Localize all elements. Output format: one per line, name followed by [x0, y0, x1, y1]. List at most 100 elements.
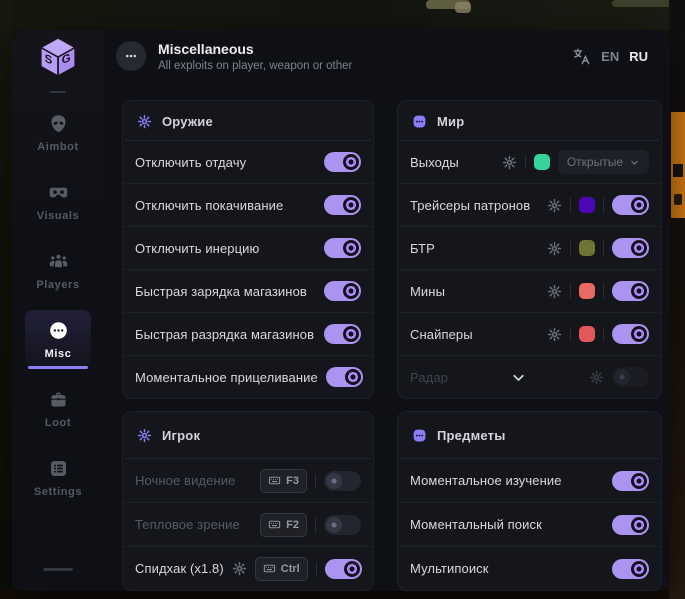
sidebar-item-settings[interactable]: Settings	[25, 448, 91, 507]
feature-row: Снайперы	[398, 312, 661, 355]
feature-row: Мины	[398, 269, 661, 312]
feature-row: Отключить отдачу	[123, 141, 373, 183]
control-divider	[603, 284, 604, 298]
svg-text:G: G	[62, 51, 71, 67]
gear-icon[interactable]	[589, 370, 604, 385]
section-card-weapon: Оружие Отключить отдачу Отключить покачива…	[122, 100, 374, 399]
toggle-switch[interactable]	[612, 470, 649, 491]
foliage-blob	[455, 2, 471, 13]
toggle-switch[interactable]	[324, 514, 361, 535]
color-swatch[interactable]	[579, 283, 595, 299]
feature-label: Спидхак (x1.8)	[135, 561, 224, 576]
gear-icon[interactable]	[547, 198, 562, 213]
hotkey-label: F2	[286, 518, 299, 531]
language-option-ru[interactable]: RU	[629, 48, 648, 64]
feature-row: Отключить инерцию	[123, 226, 373, 269]
toggle-knob	[631, 472, 647, 489]
toggle-switch[interactable]	[325, 367, 363, 387]
sidebar-item-label: Players	[36, 279, 80, 291]
feature-label: Моментальный поиск	[410, 517, 542, 532]
gear-icon[interactable]	[502, 155, 517, 170]
page-header: Miscellaneous All exploits on player, we…	[104, 30, 670, 76]
toggle-switch[interactable]	[612, 367, 649, 387]
feature-label: Быстрая разрядка магазинов	[135, 326, 315, 342]
feature-row: Радар	[398, 355, 661, 398]
toggle-switch[interactable]	[612, 558, 649, 579]
language-option-en[interactable]: EN	[601, 48, 620, 64]
game-background-bottom	[0, 590, 685, 599]
toggle-switch[interactable]	[324, 281, 361, 301]
control-divider	[570, 284, 571, 298]
toggle-switch[interactable]	[324, 324, 361, 344]
toggle-switch[interactable]	[612, 514, 649, 535]
control-divider	[603, 327, 604, 341]
feature-row: Ночное видение F3	[123, 459, 373, 502]
people-group-icon	[48, 251, 69, 272]
feature-label: Ночное видение	[135, 473, 236, 488]
row-controls	[324, 324, 361, 344]
sidebar-item-visuals[interactable]: Visuals	[25, 172, 91, 231]
section-title: Игрок	[162, 428, 201, 443]
hotkey-label: F3	[286, 474, 299, 487]
sidebar-item-label: Aimbot	[37, 141, 79, 153]
toggle-switch[interactable]	[612, 281, 649, 301]
toggle-knob	[343, 240, 359, 256]
row-controls	[324, 195, 361, 215]
chevron-down-icon[interactable]	[510, 369, 527, 386]
sidebar-item-label: Misc	[44, 348, 72, 360]
toggle-switch[interactable]	[612, 195, 649, 215]
feature-row: Быстрая разрядка магазинов	[123, 312, 373, 355]
keyboard-icon	[268, 518, 281, 531]
gear-icon[interactable]	[547, 241, 562, 256]
page-title: Miscellaneous	[158, 40, 254, 57]
toggle-knob	[326, 472, 342, 489]
row-middle	[456, 369, 581, 386]
gear-icon[interactable]	[232, 561, 247, 576]
toggle-switch[interactable]	[324, 470, 361, 491]
feature-label: Выходы	[410, 154, 459, 170]
row-controls	[612, 470, 649, 491]
sidebar-item-misc[interactable]: Misc	[25, 310, 91, 369]
toggle-switch[interactable]	[612, 324, 649, 344]
control-divider	[603, 241, 604, 255]
sidebar-item-aimbot[interactable]: Aimbot	[25, 103, 91, 162]
toggle-knob	[631, 560, 647, 577]
section-header-items: Предметы	[398, 412, 661, 459]
feature-label: Радар	[410, 369, 449, 385]
gear-icon[interactable]	[547, 327, 562, 342]
color-swatch[interactable]	[533, 154, 550, 170]
feature-label: Отключить отдачу	[135, 154, 247, 170]
toggle-switch[interactable]	[324, 152, 361, 172]
toggle-knob	[614, 369, 630, 385]
feature-row: Трейсеры патронов	[398, 183, 661, 226]
foliage-blob	[426, 0, 470, 9]
billboard-sign	[671, 112, 685, 218]
sidebar-item-label: Settings	[33, 486, 83, 498]
gear-icon[interactable]	[547, 284, 562, 299]
feature-row: Быстрая зарядка магазинов	[123, 269, 373, 312]
toggle-switch[interactable]	[324, 195, 361, 215]
language-switcher: EN RU	[572, 47, 648, 66]
hotkey-badge[interactable]: Ctrl	[254, 556, 308, 581]
toggle-knob	[631, 283, 647, 299]
feature-label: Тепловое зрение	[135, 517, 240, 532]
feature-row: Отключить покачивание	[123, 183, 373, 226]
foliage-blob	[612, 0, 685, 7]
toggle-switch[interactable]	[324, 558, 362, 579]
control-divider	[315, 561, 317, 576]
toggle-knob	[631, 197, 647, 213]
feature-row: Спидхак (x1.8) Ctrl	[123, 546, 373, 590]
toggle-switch[interactable]	[612, 238, 649, 258]
row-controls	[547, 324, 649, 344]
toggle-switch[interactable]	[324, 238, 361, 258]
hotkey-badge[interactable]: F3	[260, 468, 307, 493]
color-swatch[interactable]	[579, 240, 595, 256]
misc-section-badge	[116, 41, 146, 71]
color-swatch[interactable]	[579, 326, 595, 342]
color-swatch[interactable]	[579, 197, 595, 213]
hotkey-badge[interactable]: F2	[260, 512, 307, 537]
sidebar-item-players[interactable]: Players	[25, 241, 91, 300]
svg-text:S: S	[45, 52, 53, 67]
sidebar-item-loot[interactable]: Loot	[25, 379, 91, 438]
dropdown-select[interactable]: Открытые	[557, 150, 649, 174]
